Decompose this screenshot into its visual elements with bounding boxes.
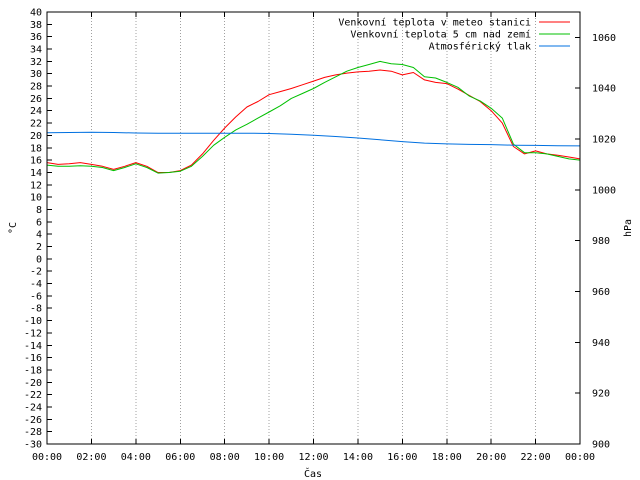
y-tick-label: 38 bbox=[30, 20, 42, 31]
series-line-1 bbox=[46, 60, 581, 174]
x-tick-label: 08:00 bbox=[210, 452, 240, 463]
y-tick-label: -8 bbox=[30, 304, 42, 315]
legend: Venkovní teplota v meteo staniciVenkovní… bbox=[338, 17, 570, 53]
y-tick-label: -28 bbox=[24, 427, 42, 438]
y-tick-label: 36 bbox=[30, 32, 42, 43]
y-tick-label: -6 bbox=[30, 291, 42, 302]
x-axis-tick-labels: 00:00 02:00 04:00 06:00 08:00 10:00 12:00 14:00… bbox=[32, 452, 595, 463]
y-tick-label: 20 bbox=[30, 131, 42, 142]
y-tick-label: 14 bbox=[30, 168, 42, 179]
y-tick-label: 10 bbox=[30, 193, 42, 204]
y-tick-label: 28 bbox=[30, 82, 42, 93]
series-layer bbox=[46, 60, 581, 174]
y2-axis-label: hPa bbox=[623, 219, 634, 237]
legend-label-0: Venkovní teplota v meteo stanici bbox=[338, 17, 531, 29]
y-tick-label: 6 bbox=[36, 217, 42, 228]
x-tick-label: 18:00 bbox=[432, 452, 462, 463]
y-tick-label: 26 bbox=[30, 94, 42, 105]
legend-label-1: Venkovní teplota 5 cm nad zemí bbox=[350, 29, 531, 41]
x-tick-label: 10:00 bbox=[254, 452, 284, 463]
y-tick-label: 40 bbox=[30, 8, 42, 19]
y-axis-tick-labels: -30-28-26-24-22-20-18-16-14-12-10-8-6-4-… bbox=[24, 8, 42, 451]
y2-tick-label: 920 bbox=[592, 389, 610, 400]
y-tick-label: -10 bbox=[24, 316, 42, 327]
y-tick-label: 8 bbox=[36, 205, 42, 216]
y-tick-label: 18 bbox=[30, 143, 42, 154]
y-axis-label: °C bbox=[8, 222, 19, 234]
x-tick-label: 06:00 bbox=[165, 452, 195, 463]
y-tick-label: 24 bbox=[30, 106, 42, 117]
y2-tick-label: 1020 bbox=[592, 135, 616, 146]
x-tick-label: 00:00 bbox=[565, 452, 595, 463]
legend-label-2: Atmosférický tlak bbox=[429, 41, 531, 53]
x-tick-label: 12:00 bbox=[298, 452, 328, 463]
x-tick-label: 22:00 bbox=[521, 452, 551, 463]
y-tick-label: 16 bbox=[30, 156, 42, 167]
y-tick-label: 4 bbox=[36, 230, 42, 241]
y-tick-label: 22 bbox=[30, 119, 42, 130]
y-tick-label: 34 bbox=[30, 45, 42, 56]
y-tick-label: 2 bbox=[36, 242, 42, 253]
grid-lines bbox=[90, 12, 537, 444]
y-tick-label: -30 bbox=[24, 440, 42, 451]
y-tick-label: -26 bbox=[24, 415, 42, 426]
y-tick-label: 30 bbox=[30, 69, 42, 80]
y-tick-label: -12 bbox=[24, 328, 42, 339]
y2-tick-label: 1060 bbox=[592, 33, 616, 44]
y-tick-label: -18 bbox=[24, 365, 42, 376]
y-tick-label: -20 bbox=[24, 378, 42, 389]
x-axis-label: Čas bbox=[304, 467, 322, 480]
tick-marks bbox=[46, 11, 581, 445]
y-tick-label: -24 bbox=[24, 402, 42, 413]
x-tick-label: 14:00 bbox=[343, 452, 373, 463]
series-line-2 bbox=[46, 131, 581, 147]
y-tick-label: -22 bbox=[24, 390, 42, 401]
x-tick-label: 00:00 bbox=[32, 452, 62, 463]
x-tick-label: 20:00 bbox=[476, 452, 506, 463]
y2-axis-tick-labels: 900 920 940 960 980 1000 1020 1040 1060 bbox=[592, 33, 616, 451]
y2-tick-label: 1000 bbox=[592, 185, 616, 196]
x-tick-label: 04:00 bbox=[121, 452, 151, 463]
y2-tick-label: 900 bbox=[592, 440, 610, 451]
x-tick-label: 16:00 bbox=[387, 452, 417, 463]
y-tick-label: 12 bbox=[30, 180, 42, 191]
y2-tick-label: 960 bbox=[592, 287, 610, 298]
y2-tick-label: 1040 bbox=[592, 84, 616, 95]
y-tick-label: -14 bbox=[24, 341, 42, 352]
y2-tick-label: 940 bbox=[592, 338, 610, 349]
y-tick-label: -2 bbox=[30, 267, 42, 278]
y-tick-label: 0 bbox=[36, 254, 42, 265]
y2-tick-label: 980 bbox=[592, 236, 610, 247]
y-tick-label: -4 bbox=[30, 279, 42, 290]
y-tick-label: 32 bbox=[30, 57, 42, 68]
y-tick-label: -16 bbox=[24, 353, 42, 364]
x-tick-label: 02:00 bbox=[76, 452, 106, 463]
series-line-0 bbox=[46, 69, 581, 173]
